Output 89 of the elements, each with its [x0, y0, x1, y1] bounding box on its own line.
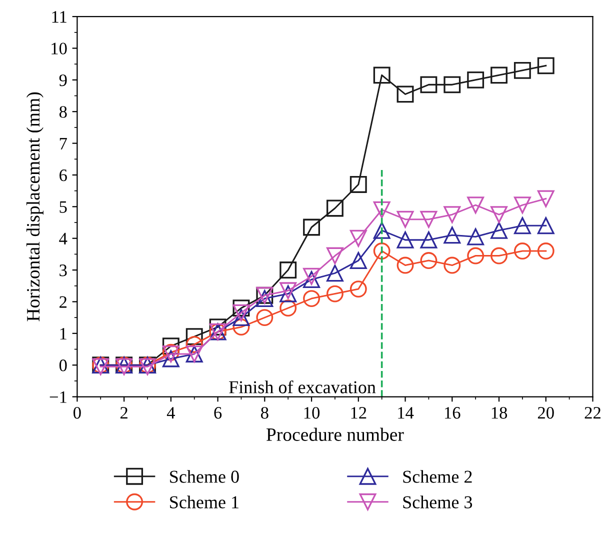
point: [350, 252, 367, 269]
point: [373, 201, 390, 218]
point: [444, 206, 461, 224]
y-tick-label: 6: [60, 170, 67, 182]
point: [303, 218, 320, 236]
point: [537, 190, 554, 208]
y-tick-label: 0: [59, 360, 67, 372]
point: [232, 304, 250, 322]
point: [350, 280, 367, 298]
x-tick-label: 10: [304, 406, 320, 419]
y-tick-label: 10: [52, 42, 67, 54]
x-tick-label: 22: [584, 407, 600, 419]
x-tick-label: 6: [214, 407, 222, 419]
y-tick-label: 3: [60, 264, 67, 276]
x-tick-label: 14: [398, 407, 414, 419]
point: [232, 318, 250, 336]
point: [280, 285, 297, 302]
point: [396, 86, 414, 103]
x-tick-label: 4: [166, 407, 175, 419]
point: [420, 252, 438, 269]
legend-label: Scheme 2: [403, 470, 472, 483]
point: [514, 196, 531, 214]
y-axis-title: Horizontal displacement (mm): [26, 92, 44, 322]
x-tick-label: 12: [351, 407, 366, 419]
point: [537, 57, 554, 74]
y-tick-label: 2: [60, 296, 67, 308]
point: [444, 226, 461, 244]
x-tick-label: 16: [444, 407, 460, 419]
point: [232, 309, 250, 326]
point: [490, 222, 508, 239]
point: [490, 247, 508, 264]
point: [303, 271, 320, 288]
point: [490, 66, 508, 84]
point: [303, 290, 320, 308]
point: [350, 176, 367, 193]
y-tick-label: 1: [60, 328, 66, 340]
point: [326, 200, 344, 217]
point: [396, 231, 414, 248]
point: [514, 242, 531, 260]
y-tick-label: 9: [59, 74, 67, 86]
y-tick-label: 7: [60, 138, 67, 150]
point: [326, 264, 344, 282]
point: [280, 300, 297, 317]
point: [490, 206, 508, 224]
ref-line-label: Finish of excavation: [229, 380, 376, 394]
point: [420, 210, 438, 228]
point: [326, 247, 344, 264]
x-tick-label: 8: [260, 406, 268, 419]
x-tick-label: 18: [492, 406, 508, 419]
point: [420, 231, 438, 248]
x-axis-title: Procedure number: [266, 428, 404, 441]
point: [373, 66, 390, 84]
y-tick-label: 4: [59, 232, 68, 244]
point: [514, 62, 531, 79]
point: [467, 228, 484, 246]
point: [373, 242, 390, 260]
x-tick-label: 20: [538, 406, 554, 419]
point: [303, 268, 320, 285]
point: [326, 285, 344, 302]
point: [444, 76, 461, 94]
point: [186, 336, 203, 353]
y-tick-label: 8: [59, 106, 67, 118]
legend-label: Scheme 0: [170, 470, 239, 483]
point: [280, 282, 297, 300]
point: [420, 76, 438, 94]
point: [280, 262, 297, 278]
y-tick-label: −1: [50, 391, 66, 403]
point: [186, 328, 203, 346]
point: [162, 350, 180, 368]
point: [514, 217, 531, 234]
point: [444, 256, 461, 274]
point: [373, 222, 390, 239]
point: [256, 309, 274, 326]
point: [467, 71, 484, 88]
point: [232, 300, 250, 317]
point: [350, 230, 367, 247]
y-tick-label: 11: [52, 11, 66, 23]
point: [467, 247, 484, 264]
point: [256, 290, 274, 308]
point: [467, 196, 484, 214]
x-tick-label: 2: [120, 407, 128, 419]
y-tick-label: 5: [60, 201, 67, 213]
legend-label: Scheme 1: [170, 496, 238, 508]
legend-label: Scheme 3: [403, 496, 472, 508]
point: [537, 217, 554, 234]
point: [537, 242, 554, 260]
point: [396, 210, 414, 228]
point: [396, 256, 414, 274]
x-tick-label: 0: [74, 406, 81, 419]
